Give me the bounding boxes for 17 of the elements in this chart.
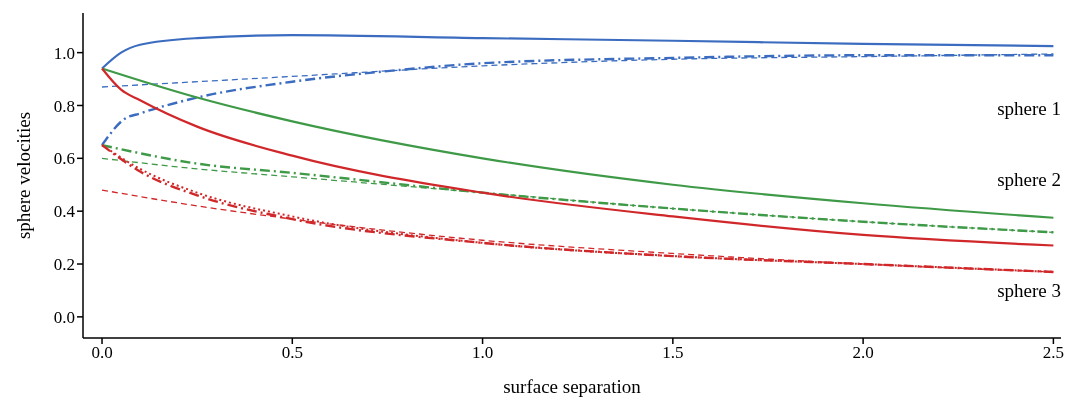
y-tick-label: 0.2	[53, 255, 75, 275]
x-tick-label: 1.0	[471, 343, 494, 363]
annotation: sphere 2	[997, 169, 1061, 191]
x-tick-label: 0.0	[91, 343, 113, 363]
y-tick-label: 0.4	[53, 202, 76, 222]
annotation: sphere 1	[997, 97, 1061, 119]
y-tick-label: 0.8	[53, 96, 75, 116]
annotation: sphere 3	[997, 279, 1061, 301]
x-tick-label: 1.5	[662, 343, 684, 363]
y-axis-title: sphere velocities	[12, 111, 34, 240]
y-tick-label: 0.6	[53, 149, 75, 169]
x-tick-label: 2.5	[1042, 343, 1065, 363]
x-tick-label: 2.0	[852, 343, 874, 363]
x-axis-title: surface separation	[503, 376, 642, 398]
y-tick-label: 0.0	[53, 307, 75, 327]
x-tick-label: 0.5	[281, 343, 303, 363]
y-tick-label: 1.0	[53, 43, 75, 63]
